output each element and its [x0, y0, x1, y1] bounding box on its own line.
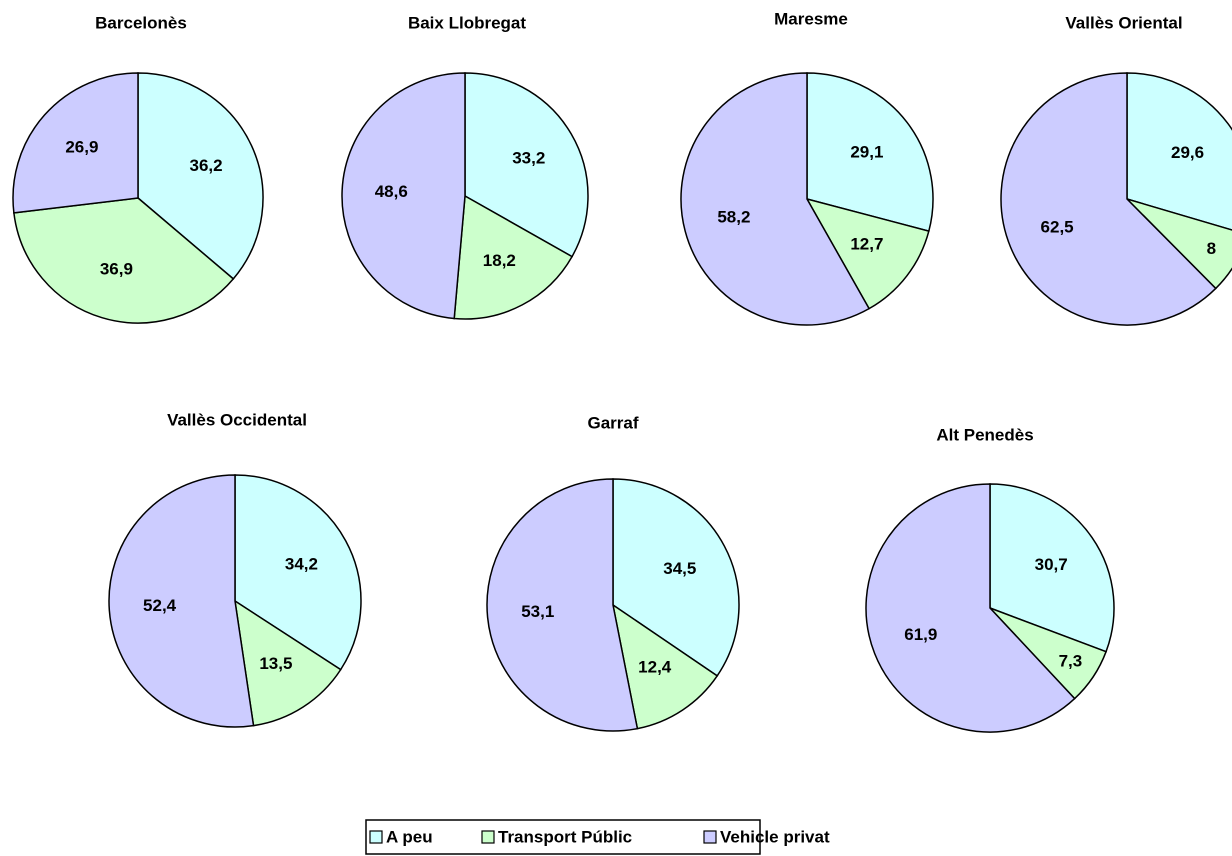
pie-slice	[13, 197, 235, 324]
pie-slice	[989, 483, 1115, 653]
data-label: 18,2	[483, 251, 516, 270]
pie-slice	[1126, 72, 1232, 231]
data-label: 62,5	[1041, 217, 1074, 236]
pie-slice	[1000, 72, 1217, 326]
chart-title: Barcelonès	[95, 13, 187, 32]
data-label: 29,1	[850, 142, 883, 161]
data-label: 36,9	[100, 259, 133, 278]
pie-slice	[612, 478, 740, 677]
chart-title: Baix Llobregat	[408, 13, 526, 32]
data-label: 61,9	[904, 625, 937, 644]
data-label: 36,2	[190, 156, 223, 175]
data-label: 29,6	[1171, 143, 1204, 162]
chart-title: Alt Penedès	[936, 425, 1033, 444]
pie-slice	[234, 599, 342, 727]
data-label: 48,6	[375, 182, 408, 201]
legend-swatch	[703, 830, 717, 844]
legend-label: Vehicle privat	[720, 827, 830, 846]
chart-title: Vallès Oriental	[1065, 13, 1182, 32]
chart-title: Vallès Occidental	[167, 410, 307, 429]
pie-slice	[137, 72, 264, 280]
data-label: 12,4	[638, 658, 672, 677]
data-label: 12,7	[850, 235, 883, 254]
data-label: 58,2	[717, 208, 750, 227]
data-label: 26,9	[65, 138, 98, 157]
pie-slice	[108, 474, 255, 728]
data-label: 52,4	[143, 596, 177, 615]
data-label: 34,5	[663, 559, 696, 578]
chart-title: Maresme	[774, 9, 848, 28]
pie-slice	[486, 478, 639, 732]
pie-slice	[12, 72, 139, 214]
pie-slice	[611, 603, 719, 730]
chart-title: Garraf	[587, 413, 638, 432]
legend-swatch	[369, 830, 383, 844]
pie-slice	[453, 194, 574, 320]
pie-slice	[806, 72, 934, 233]
pie-slice	[680, 72, 871, 326]
legend-box	[365, 819, 761, 855]
legend-swatch	[481, 830, 495, 844]
legend-label: Transport Públic	[498, 827, 632, 846]
pie-slice	[464, 72, 589, 258]
data-label: 53,1	[521, 602, 554, 621]
pie-slice	[805, 197, 930, 310]
legend-label: A peu	[386, 827, 433, 846]
data-label: 30,7	[1035, 555, 1068, 574]
data-label: 34,2	[285, 554, 318, 573]
data-label: 7,3	[1059, 651, 1083, 670]
pie-slice	[865, 483, 1076, 733]
data-label: 8	[1207, 239, 1216, 258]
data-label: 33,2	[512, 148, 545, 167]
pie-slice	[341, 72, 466, 320]
data-label: 13,5	[259, 654, 292, 673]
